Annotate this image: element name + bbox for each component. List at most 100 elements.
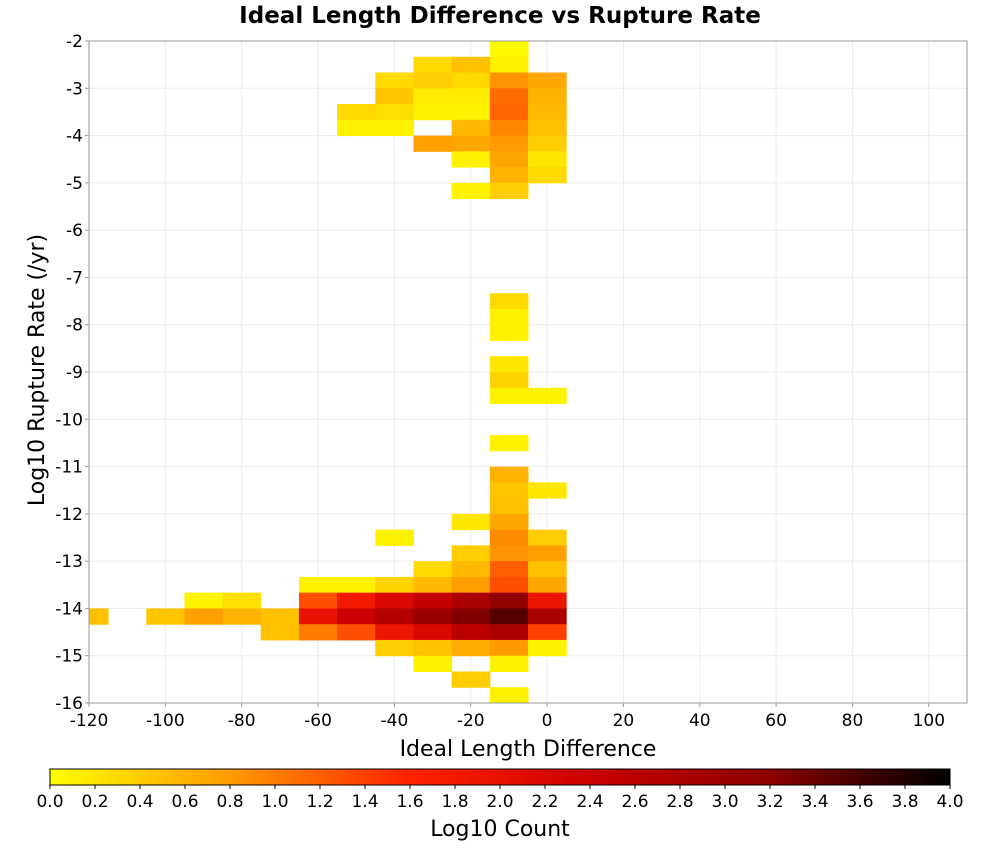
y-tick-label: -9 <box>66 363 83 383</box>
heatmap-cell <box>451 592 491 609</box>
heatmap-cell <box>337 624 376 641</box>
heatmap-cell <box>413 639 453 657</box>
heatmap-cell <box>261 719 300 735</box>
heatmap-cell <box>413 719 452 735</box>
heatmap-cell <box>451 576 491 594</box>
colorbar-tick-label: 0.8 <box>216 792 243 812</box>
heatmap-cell <box>489 88 529 105</box>
heatmap-cell <box>184 592 224 609</box>
y-tick-label: -2 <box>66 32 83 52</box>
heatmap-cell <box>413 56 453 74</box>
heatmap-cell <box>489 356 529 373</box>
heatmap-cell <box>89 608 109 625</box>
heatmap-cell <box>489 324 529 341</box>
colorbar-tick-label: 1.6 <box>396 792 423 812</box>
heatmap-cell <box>298 608 338 625</box>
colorbar-tick-label: 1.2 <box>306 792 333 812</box>
colorbar-tick-label: 3.0 <box>711 792 738 812</box>
y-tick-label: -4 <box>66 127 83 147</box>
heatmap-cell <box>489 576 529 594</box>
heatmap-cell <box>528 88 567 105</box>
heatmap-cell <box>337 119 376 137</box>
heatmap-cell <box>489 639 529 657</box>
heatmap-cell <box>528 119 567 137</box>
heatmap-cell <box>451 608 491 625</box>
heatmap-cell <box>375 624 414 641</box>
y-tick-label: -15 <box>55 647 83 667</box>
heatmap-cell <box>490 703 529 719</box>
y-axis-ticks: -2 -3 -4 -5 -6 -7 -8 -9 -10 -11 -12 -13 -14 -15 -16 <box>55 32 89 714</box>
x-tick-label: -80 <box>228 711 256 731</box>
heatmap-cell <box>489 119 529 137</box>
colorbar-tick-label: 3.4 <box>801 792 828 812</box>
heatmap-cell <box>337 719 376 735</box>
x-tick-label: 100 <box>913 711 945 731</box>
heatmap-cell <box>413 104 453 121</box>
heatmap-cell <box>451 182 491 200</box>
heatmap-cell <box>337 576 376 594</box>
heatmap-cell <box>337 592 376 609</box>
heatmap-cell <box>451 624 491 641</box>
heatmap-cell <box>528 387 567 405</box>
heatmap-cell <box>337 104 376 121</box>
heatmap-cell <box>489 529 529 546</box>
x-tick-label: -120 <box>70 711 109 731</box>
colorbar-tick-label: 1.8 <box>441 792 468 812</box>
heatmap-cell <box>413 592 453 609</box>
colorbar-tick-label: 2.4 <box>576 792 603 812</box>
heatmap-cell <box>528 576 567 594</box>
colorbar-ticks: 0.0 0.2 0.4 0.6 0.8 1.0 1.2 1.4 1.6 1.8 2.0 2.2 2.4 2… <box>36 785 964 812</box>
x-tick-label: -40 <box>381 711 409 731</box>
colorbar-tick-label: 2.0 <box>486 792 513 812</box>
heatmap-cell <box>375 592 414 609</box>
heatmap-cell <box>413 88 453 105</box>
heatmap-cell <box>146 608 185 625</box>
heatmap-cell <box>108 719 147 735</box>
heatmap-cell <box>528 529 567 546</box>
colorbar-tick-label: 3.8 <box>891 792 918 812</box>
heatmap-cell <box>375 608 414 625</box>
heatmap-cell <box>489 624 529 641</box>
heatmap-cell <box>451 671 491 688</box>
heatmap-cell <box>413 624 453 641</box>
heatmap-cell <box>222 608 262 625</box>
colorbar-tick-label: 1.0 <box>261 792 288 812</box>
colorbar-tick-label: 2.6 <box>621 792 648 812</box>
heatmap-cell <box>489 687 529 703</box>
x-tick-label: 40 <box>689 711 711 731</box>
heatmap-cell <box>451 639 491 657</box>
y-tick-label: -12 <box>55 505 83 525</box>
heatmap-cell <box>451 72 491 89</box>
heatmap-cell <box>528 167 567 184</box>
colorbar-tick-label: 2.2 <box>531 792 558 812</box>
heatmap-cell <box>375 576 414 594</box>
x-axis-ticks: -120 -100 -80 -60 -40 -20 0 20 40 60 80 100 <box>70 703 945 731</box>
y-tick-label: -16 <box>55 694 83 714</box>
y-tick-label: -14 <box>55 599 83 619</box>
heatmap-cell <box>451 56 491 74</box>
y-tick-label: -5 <box>66 174 83 194</box>
heatmap-cells <box>89 41 567 735</box>
x-tick-label: 80 <box>842 711 864 731</box>
heatmap-cell <box>298 592 338 609</box>
x-tick-label: 0 <box>542 711 553 731</box>
heatmap-cell <box>489 72 529 89</box>
y-axis-label: Log10 Rupture Rate (/yr) <box>25 234 50 506</box>
chart-title: Ideal Length Difference vs Rupture Rate <box>239 3 761 29</box>
colorbar-tick-label: 0.4 <box>126 792 153 812</box>
heatmap-cell <box>184 719 223 735</box>
heatmap-cell <box>528 104 567 121</box>
heatmap-cell <box>451 513 491 531</box>
heatmap-cell <box>451 561 491 578</box>
x-tick-label: 20 <box>613 711 635 731</box>
colorbar-tick-label: 0.2 <box>81 792 108 812</box>
x-tick-label: -100 <box>146 711 185 731</box>
heatmap-cell <box>375 104 414 121</box>
y-tick-label: -10 <box>55 410 83 430</box>
heatmap-cell <box>489 513 529 531</box>
heatmap-cell <box>528 482 567 499</box>
heatmap-cell <box>298 624 338 641</box>
heatmap-cell <box>489 435 529 452</box>
heatmap-cell <box>489 308 529 326</box>
